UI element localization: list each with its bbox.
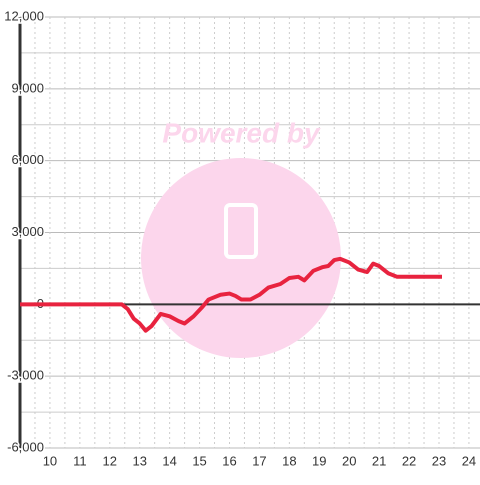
x-tick-label: 14	[162, 453, 176, 468]
y-tick-label: -3,000	[7, 368, 44, 383]
data-line	[20, 256, 442, 333]
y-tick-label: 3,000	[11, 224, 44, 239]
y-tick-label: -6,000	[7, 439, 44, 454]
x-tick-label: 24	[462, 453, 476, 468]
x-tick-label: 10	[43, 453, 57, 468]
x-tick-label: 18	[282, 453, 296, 468]
x-tick-label: 12	[103, 453, 117, 468]
x-tick-label: 19	[312, 453, 326, 468]
watermark-text: Powered by	[162, 117, 321, 148]
watermark-icon	[224, 203, 258, 259]
watermark: Powered by	[141, 117, 341, 358]
x-tick-label: 16	[222, 453, 236, 468]
x-tick-label: 21	[372, 453, 386, 468]
x-tick-label: 13	[132, 453, 146, 468]
x-tick-label: 11	[73, 453, 87, 468]
x-tick-label: 20	[342, 453, 356, 468]
x-tick-label: 15	[192, 453, 206, 468]
y-tick-label: 9,000	[11, 80, 44, 95]
y-tick-label: 6,000	[11, 152, 44, 167]
x-tick-label: 17	[252, 453, 266, 468]
x-tick-label: 23	[432, 453, 446, 468]
y-tick-label: 12,000	[4, 8, 44, 23]
x-tick-label: 22	[402, 453, 416, 468]
